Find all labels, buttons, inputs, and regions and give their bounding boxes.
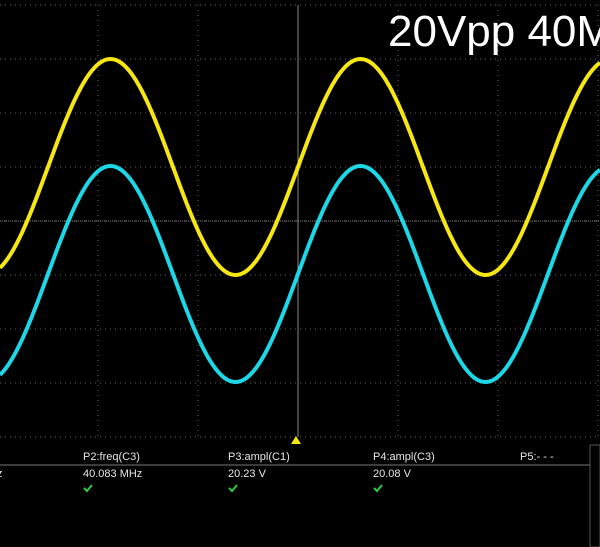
measurements: ) z P2:freq(C3) 40.083 MHz P3:ampl(C1) 20.23 … — [0, 451, 554, 493]
trigger-marker — [291, 436, 301, 444]
measurement-label: P2:freq(C3) — [83, 451, 140, 463]
check-icon — [373, 484, 383, 493]
measurement-label: P4:ampl(C3) — [373, 451, 435, 463]
check-icon — [83, 484, 93, 493]
measurement-value: 20.23 V — [228, 468, 267, 480]
side-bar — [589, 444, 600, 547]
measurement-value: z — [0, 468, 3, 480]
measurement-label: P5:- - - — [520, 451, 554, 463]
measurement-label: P3:ampl(C1) — [228, 451, 290, 463]
overlay-title: 20Vpp 40M — [388, 7, 600, 56]
trace-c1 — [0, 56, 600, 278]
measurement-label: ) — [0, 451, 1, 463]
measurement-value: 20.08 V — [373, 468, 412, 480]
graticule — [0, 4, 600, 438]
measurement-value: 40.083 MHz — [83, 468, 142, 480]
check-icon — [228, 484, 238, 493]
trace-c3 — [0, 163, 600, 385]
